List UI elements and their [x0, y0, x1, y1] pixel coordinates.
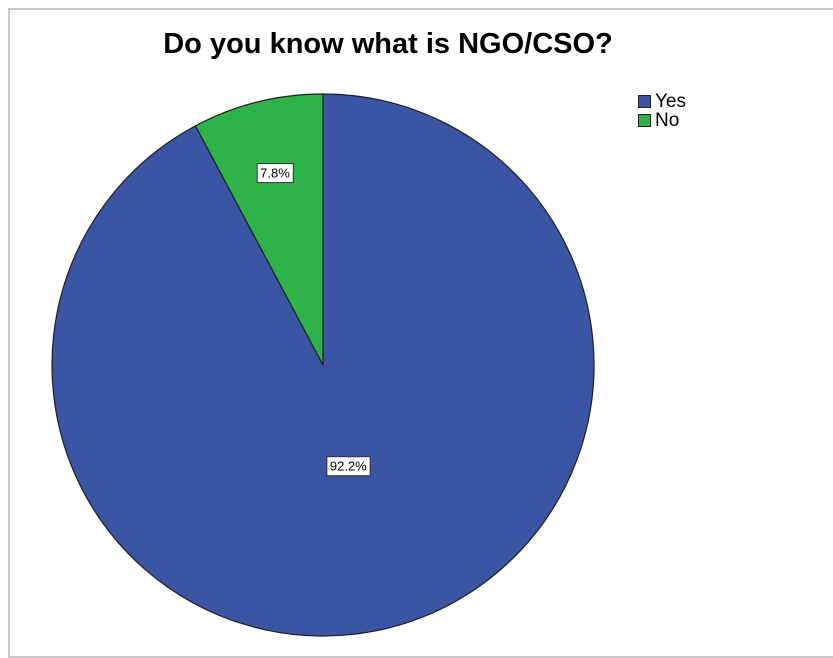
data-label-text-no: 7.8%: [260, 166, 290, 181]
data-label-box-no: [256, 163, 294, 184]
data-label-text-yes: 92.2%: [330, 459, 367, 474]
pie-slice-no: [194, 93, 324, 366]
data-label-box-yes: [326, 456, 371, 477]
data-label-no: 7.8%: [256, 163, 294, 184]
legend-label-yes: Yes: [655, 90, 686, 112]
legend-swatch-yes: [638, 95, 651, 108]
chart-title: Do you know what is NGO/CSO?: [163, 28, 613, 60]
legend-label-no: No: [655, 109, 680, 131]
pie-chart: 92.2% 7.8%: [51, 93, 595, 637]
legend-item-no: No: [638, 109, 686, 131]
pie-slices: [51, 93, 595, 637]
pie-data-labels: 92.2% 7.8%: [256, 163, 371, 477]
data-label-yes: 92.2%: [326, 456, 371, 477]
legend-item-yes: Yes: [638, 90, 686, 112]
legend: Yes No: [638, 90, 686, 131]
legend-swatch-no: [638, 114, 651, 127]
